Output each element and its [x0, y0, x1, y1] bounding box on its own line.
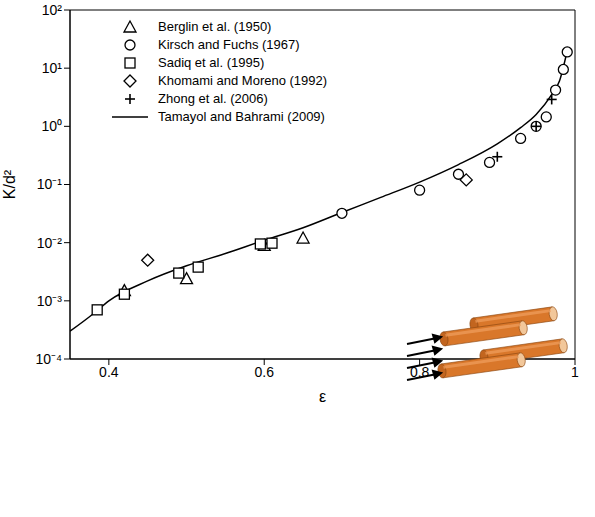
- svg-text:10²: 10²: [42, 2, 63, 18]
- svg-text:10⁰: 10⁰: [41, 118, 62, 134]
- svg-text:ε: ε: [319, 388, 326, 405]
- html-text:Tamayol and Bahrami (2009): Tamayol and Bahrami (2009): [158, 109, 325, 124]
- svg-text:K/d²: K/d²: [1, 169, 18, 199]
- html-text:Zhong et al. (2006): Zhong et al. (2006): [158, 91, 268, 106]
- svg-text:0.8: 0.8: [410, 364, 430, 380]
- svg-text:10⁻³: 10⁻³: [37, 293, 63, 309]
- svg-text:10⁻²: 10⁻²: [37, 235, 63, 251]
- svg-text:0.6: 0.6: [254, 364, 274, 380]
- html-text:Khomami and Moreno (1992): Khomami and Moreno (1992): [158, 73, 328, 88]
- html-text:Kirsch and Fuchs (1967): Kirsch and Fuchs (1967): [158, 37, 300, 52]
- svg-text:10⁻⁴: 10⁻⁴: [35, 351, 62, 367]
- svg-text:10¹: 10¹: [42, 60, 63, 76]
- html-text:Sadiq et al. (1995): Sadiq et al. (1995): [158, 55, 265, 70]
- html-text:Berglin et al. (1950): Berglin et al. (1950): [158, 19, 272, 34]
- svg-text:1: 1: [571, 364, 579, 380]
- svg-text:10⁻¹: 10⁻¹: [37, 176, 63, 192]
- svg-text:0.4: 0.4: [99, 364, 119, 380]
